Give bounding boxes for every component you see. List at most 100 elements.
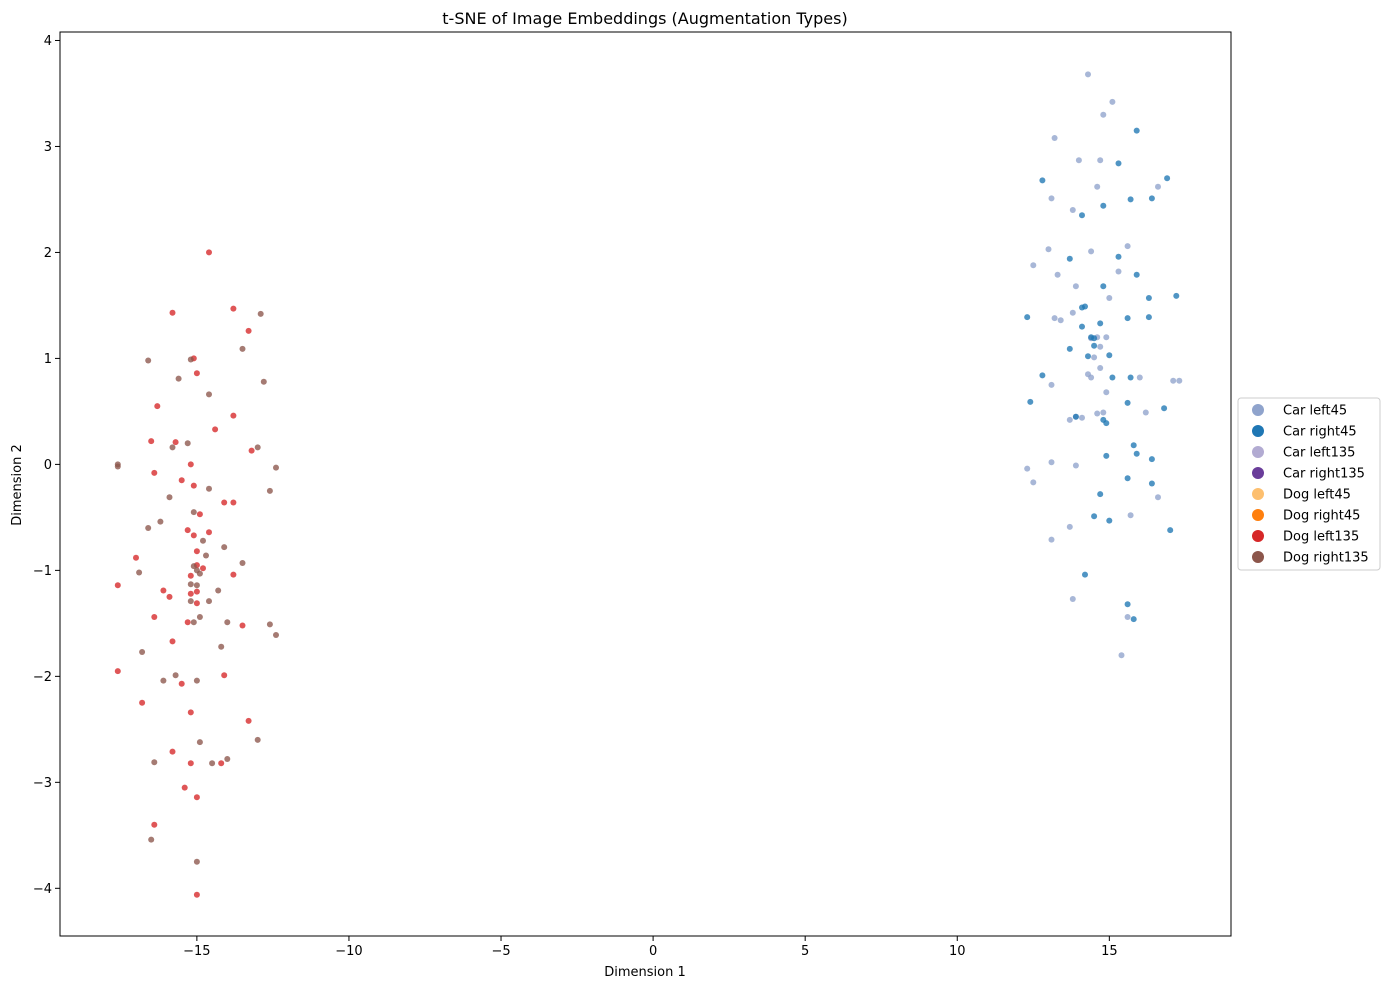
data-point-series-7	[190, 619, 197, 626]
data-point-series-7	[157, 518, 164, 525]
data-point-series-6	[151, 821, 158, 828]
data-point-series-7	[206, 391, 212, 398]
data-point-series-0	[1088, 248, 1095, 255]
plot-frame	[59, 31, 1232, 937]
y-tick-label: −3	[33, 776, 52, 791]
data-point-series-6	[178, 680, 185, 687]
data-point-series-0	[1091, 354, 1098, 361]
y-tick-label: 3	[44, 140, 52, 155]
data-point-series-6	[181, 784, 188, 791]
data-point-series-0	[1088, 374, 1095, 381]
data-point-series-1	[1115, 253, 1122, 260]
data-point-series-0	[1030, 262, 1037, 269]
legend-label: Dog left135	[1283, 530, 1359, 545]
data-point-series-7	[221, 544, 228, 551]
x-tick-label: 10	[949, 944, 966, 959]
data-point-series-1	[1103, 452, 1110, 459]
data-point-series-6	[196, 511, 203, 518]
data-point-series-0	[1100, 409, 1107, 416]
data-point-series-1	[1130, 616, 1137, 623]
data-point-series-1	[1091, 335, 1098, 342]
data-point-series-6	[190, 482, 197, 489]
data-point-series-6	[187, 760, 194, 767]
data-point-series-7	[266, 487, 273, 494]
data-point-series-1	[1079, 212, 1085, 219]
data-point-series-6	[239, 622, 246, 629]
data-point-series-6	[221, 499, 228, 506]
data-point-series-1	[1109, 374, 1116, 381]
points-layer	[114, 71, 1183, 898]
data-point-series-7	[145, 525, 152, 531]
data-point-series-7	[254, 444, 261, 451]
data-point-series-1	[1100, 202, 1107, 209]
data-point-series-0	[1097, 365, 1104, 371]
data-point-series-0	[1103, 334, 1110, 341]
data-point-series-6	[169, 638, 176, 645]
data-point-series-0	[1048, 381, 1055, 388]
data-point-series-1	[1085, 353, 1091, 360]
data-point-series-7	[224, 619, 231, 626]
data-point-series-7	[193, 677, 200, 684]
data-point-series-7	[169, 444, 176, 451]
data-point-series-1	[1100, 283, 1107, 290]
data-point-series-0	[1069, 309, 1076, 316]
data-point-series-7	[187, 598, 194, 605]
data-point-series-6	[245, 327, 252, 334]
data-point-series-6	[221, 672, 228, 679]
data-point-series-0	[1094, 183, 1101, 190]
data-point-series-1	[1079, 323, 1085, 330]
data-point-series-1	[1133, 450, 1140, 457]
data-point-series-0	[1069, 207, 1076, 213]
data-point-series-0	[1072, 462, 1079, 469]
data-point-series-7	[203, 552, 209, 559]
legend-marker	[1252, 446, 1264, 458]
legend: Car left45 Car right45 Car left135 Car righ…	[1237, 397, 1381, 571]
legend-label: Car left135	[1283, 446, 1355, 461]
data-point-series-0	[1124, 614, 1131, 620]
y-tick-label: −4	[33, 882, 52, 897]
data-point-series-1	[1097, 320, 1104, 327]
data-point-series-6	[114, 668, 121, 675]
data-point-series-1	[1127, 374, 1134, 381]
data-point-series-6	[206, 529, 212, 536]
data-point-series-7	[160, 677, 167, 684]
legend-label: Dog right135	[1283, 551, 1369, 566]
data-point-series-6	[178, 477, 185, 484]
data-point-series-1	[1145, 314, 1152, 321]
data-point-series-1	[1133, 271, 1140, 278]
data-point-series-1	[1039, 177, 1046, 184]
data-point-series-0	[1103, 389, 1110, 396]
data-point-series-0	[1155, 183, 1161, 190]
data-point-series-6	[193, 794, 200, 801]
data-point-series-6	[169, 748, 176, 755]
data-point-series-0	[1176, 377, 1183, 384]
data-point-series-6	[151, 469, 158, 476]
legend-label: Dog left45	[1283, 488, 1351, 503]
data-point-series-1	[1124, 399, 1131, 406]
data-point-series-0	[1115, 268, 1122, 275]
data-point-series-6	[166, 593, 173, 600]
x-tick-label: −10	[335, 944, 362, 959]
data-point-series-0	[1109, 98, 1116, 105]
data-point-series-0	[1155, 494, 1161, 501]
data-point-series-1	[1148, 480, 1155, 487]
data-point-series-6	[193, 891, 200, 898]
y-axis-ticks: −4 −3 −2 −1 0 1 2 3 4	[33, 34, 60, 897]
data-point-series-1	[1082, 303, 1088, 310]
legend-marker	[1252, 530, 1264, 542]
data-point-series-6	[206, 249, 212, 256]
y-tick-label: 0	[44, 458, 52, 473]
data-point-series-6	[218, 760, 225, 767]
data-point-series-7	[190, 563, 197, 570]
data-point-series-7	[257, 310, 264, 317]
x-tick-label: 15	[1101, 944, 1118, 959]
y-tick-label: 1	[44, 352, 52, 367]
data-point-series-1	[1024, 314, 1031, 321]
data-point-series-7	[196, 570, 203, 577]
data-point-series-1	[1133, 127, 1140, 134]
legend-label: Dog right45	[1283, 509, 1360, 524]
data-point-series-1	[1145, 295, 1152, 301]
legend-box	[1237, 397, 1381, 571]
data-point-series-1	[1173, 292, 1180, 299]
